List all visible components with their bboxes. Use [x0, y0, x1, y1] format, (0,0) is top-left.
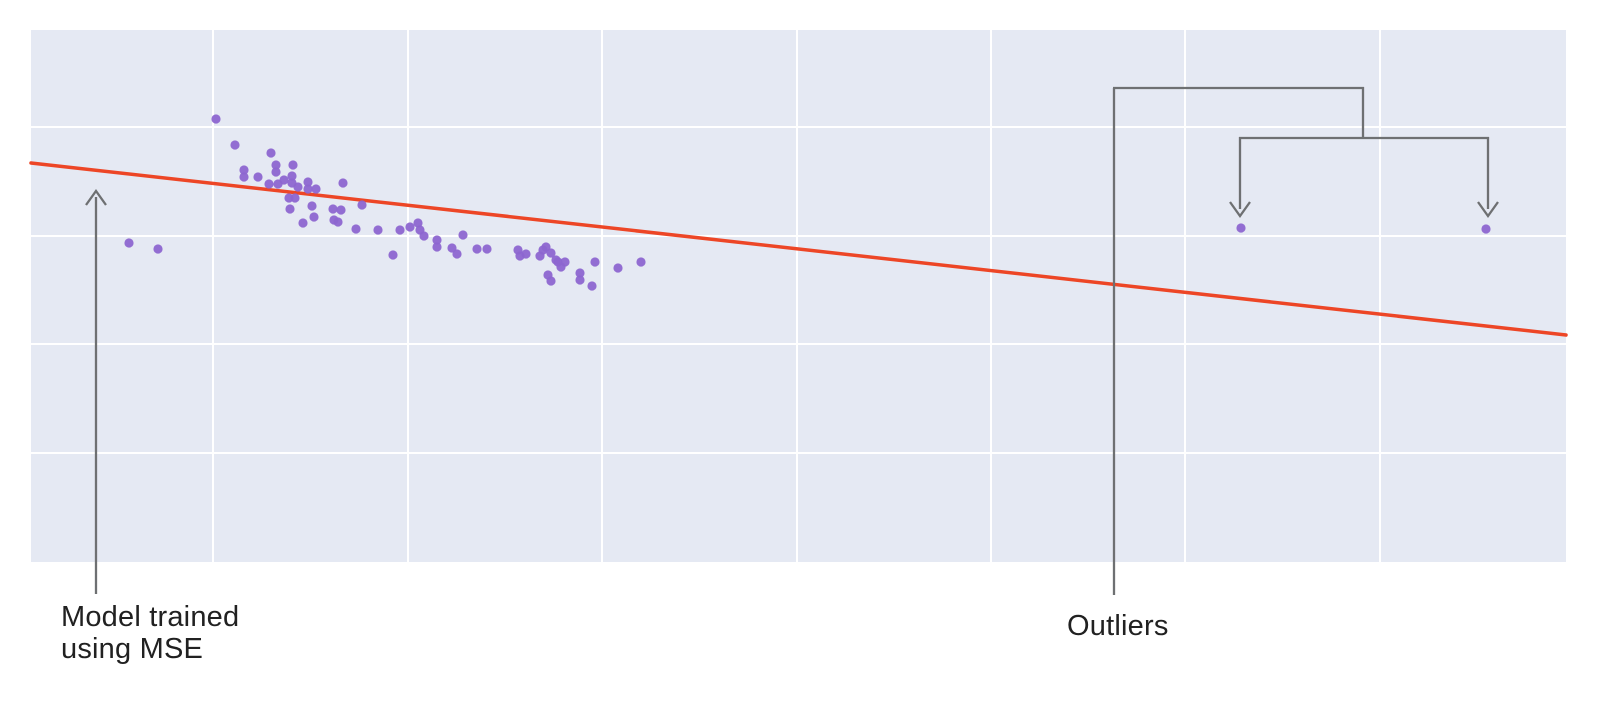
scatter-point: [298, 218, 308, 228]
scatter-point: [373, 225, 383, 235]
arrowhead-down-icon: [1229, 201, 1251, 218]
mse-annotation-label: Model trained using MSE: [61, 601, 239, 665]
scatter-point: [575, 275, 585, 285]
scatter-point: [613, 263, 623, 273]
scatter-point: [482, 244, 492, 254]
scatter-point: [395, 225, 405, 235]
outlier-point: [1481, 224, 1491, 234]
scatter-point: [253, 172, 263, 182]
outlier-point: [1236, 223, 1246, 233]
scatter-point: [405, 222, 415, 232]
scatter-point: [279, 175, 289, 185]
mse-regression-line: [29, 161, 1568, 337]
scatter-point: [287, 171, 297, 181]
scatter-point: [521, 249, 531, 259]
scatter-point: [293, 182, 303, 192]
scatter-point: [388, 250, 398, 260]
scatter-point: [307, 201, 317, 211]
scatter-point: [271, 167, 281, 177]
arrowhead-up-icon: [85, 189, 107, 206]
scatter-point: [546, 248, 556, 258]
scatter-point: [239, 165, 249, 175]
scatter-point: [338, 178, 348, 188]
scatter-point: [239, 172, 249, 182]
scatter-point: [266, 148, 276, 158]
scatter-point: [357, 200, 367, 210]
scatter-point: [636, 257, 646, 267]
plot-area: [31, 30, 1566, 562]
scatter-point: [264, 179, 274, 189]
scatter-point: [285, 204, 295, 214]
scatter-point: [432, 235, 442, 245]
scatter-point: [303, 184, 313, 194]
scatter-point: [211, 114, 221, 124]
scatter-point: [271, 160, 281, 170]
scatter-point: [303, 177, 313, 187]
scatter-point: [413, 218, 423, 228]
scatter-point: [351, 224, 361, 234]
scatter-point: [575, 268, 585, 278]
scatter-point: [587, 281, 597, 291]
scatter-point: [419, 231, 429, 241]
scatter-point: [556, 262, 566, 272]
scatter-point: [230, 140, 240, 150]
scatter-point: [432, 242, 442, 252]
outliers-annotation-label: Outliers: [1067, 610, 1169, 642]
scatter-point: [452, 249, 462, 259]
scatter-point: [472, 244, 482, 254]
scatter-point: [290, 193, 300, 203]
scatter-point: [333, 217, 343, 227]
mse-label-line1: Model trained: [61, 601, 240, 633]
scatter-point: [124, 238, 134, 248]
scatter-point: [288, 160, 298, 170]
scatter-point: [336, 205, 346, 215]
scatter-point: [328, 204, 338, 214]
scatter-point: [311, 184, 321, 194]
scatter-point: [546, 276, 556, 286]
scatter-point: [153, 244, 163, 254]
scatter-point: [590, 257, 600, 267]
arrowhead-down-icon: [1477, 201, 1499, 218]
mse-label-line2: using MSE: [61, 633, 204, 665]
scatter-point: [458, 230, 468, 240]
scatter-point: [309, 212, 319, 222]
